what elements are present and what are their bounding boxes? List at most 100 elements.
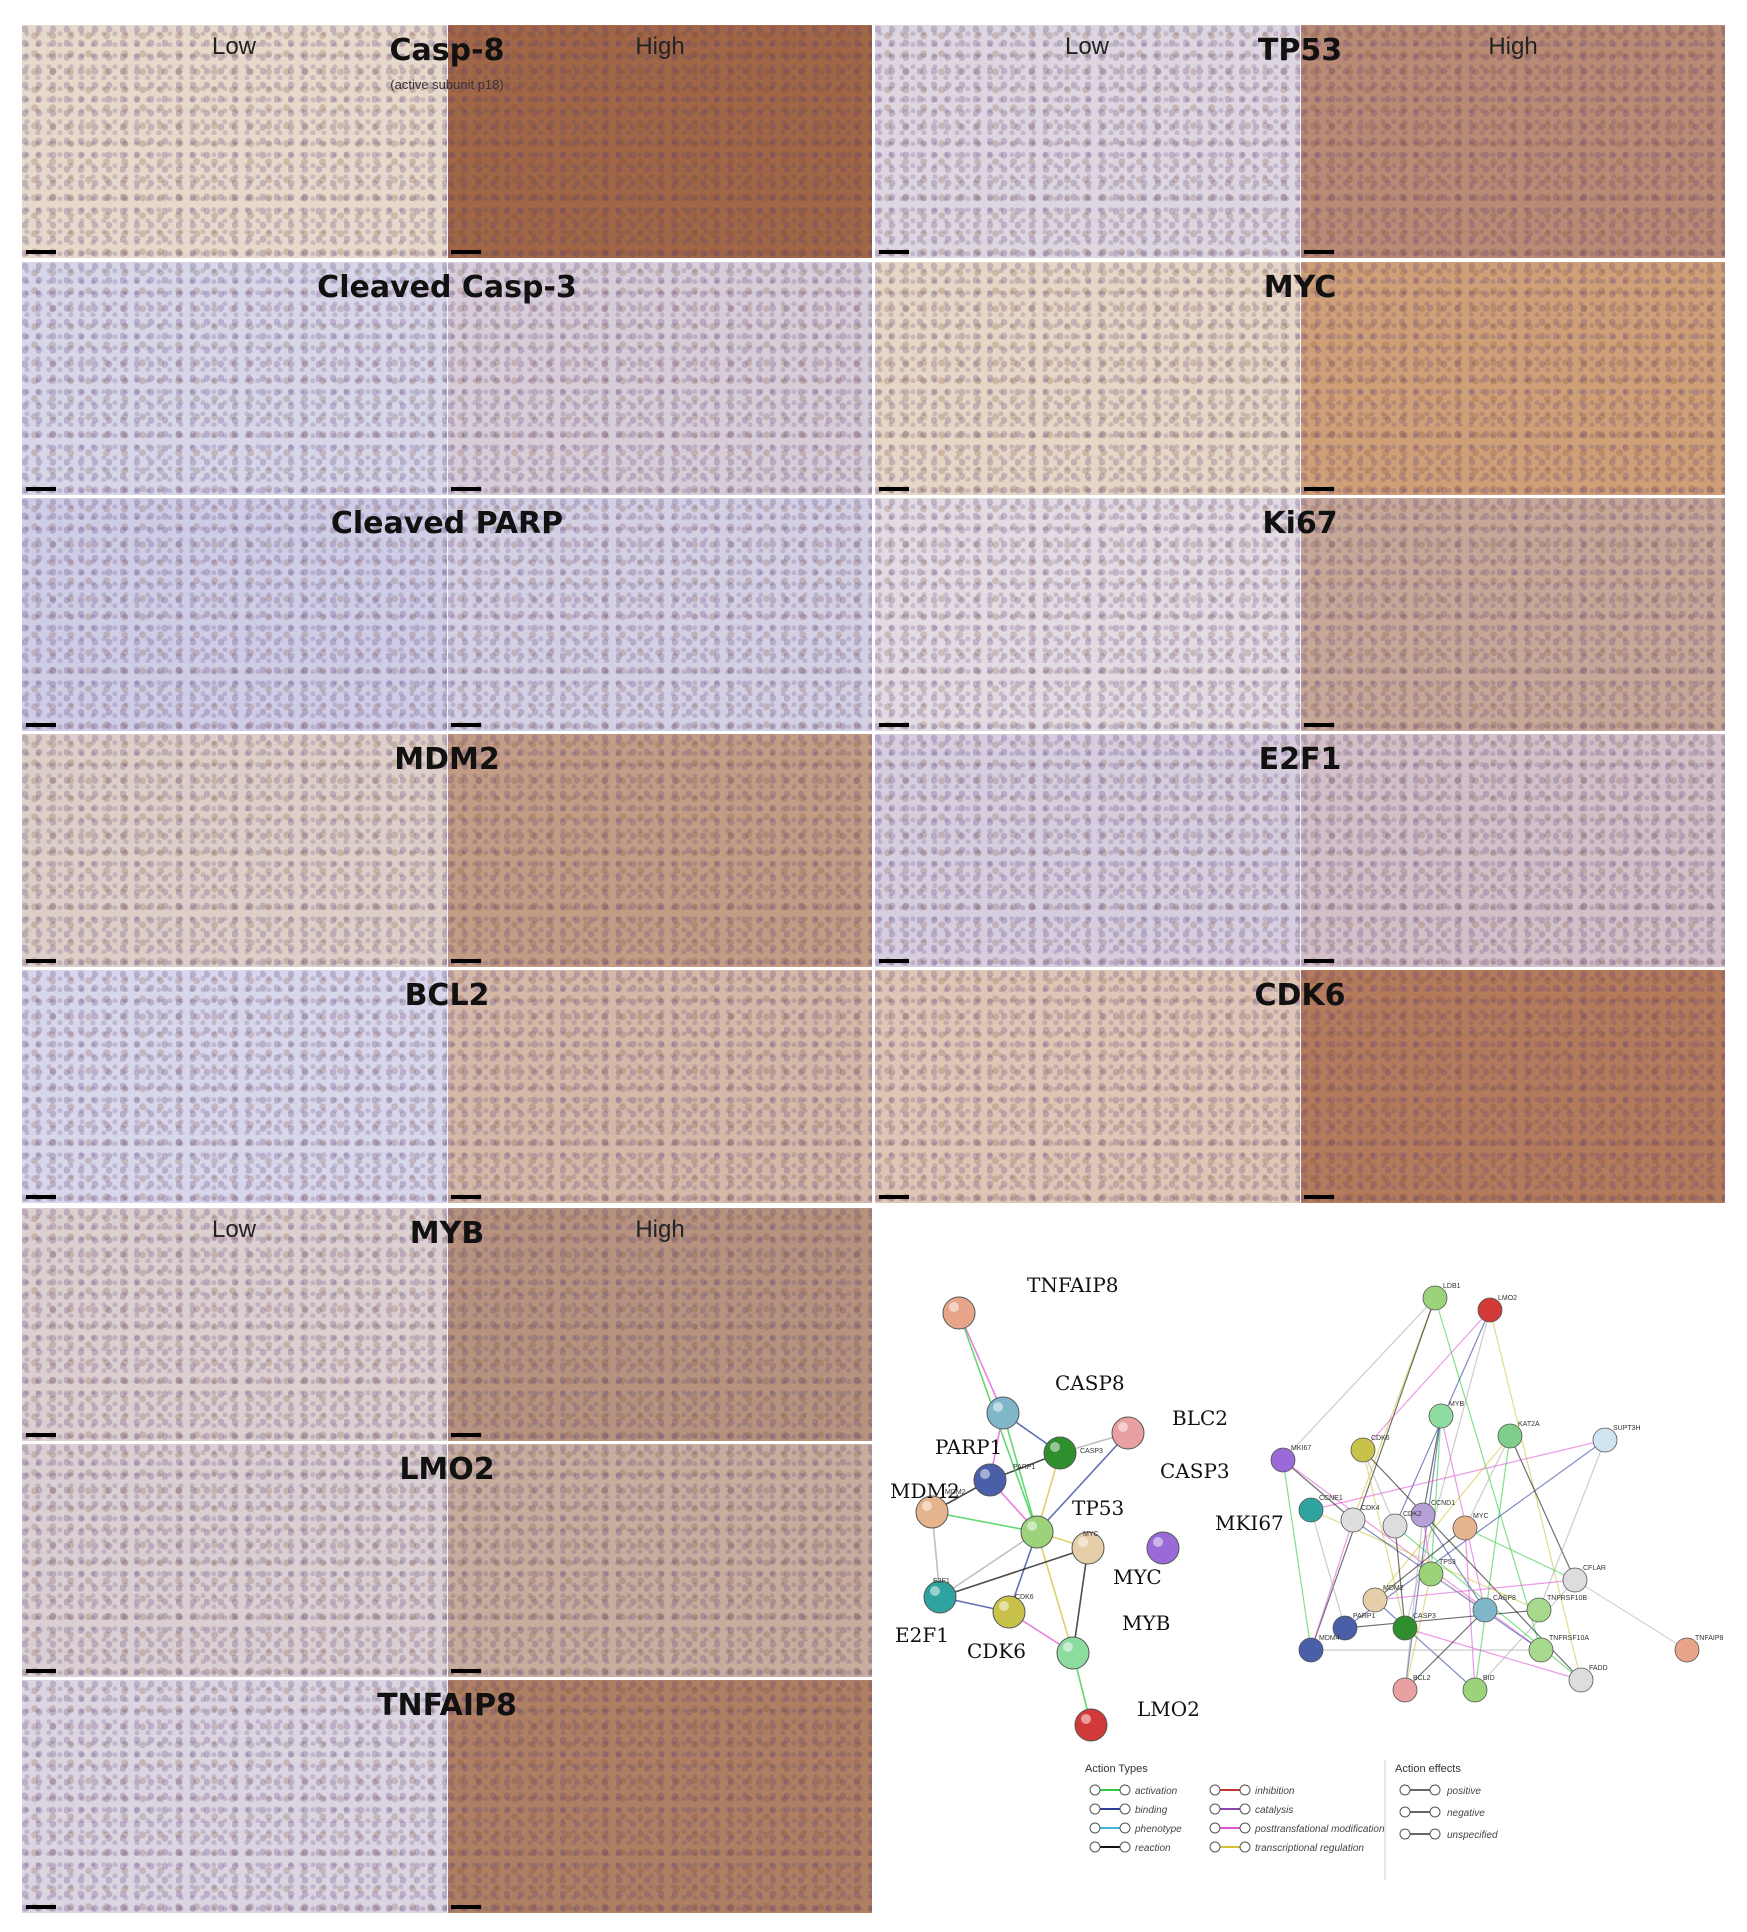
scale-bar — [451, 1905, 481, 1909]
node-ccnd1 — [1410, 1502, 1436, 1528]
low-label: Low — [1064, 33, 1110, 60]
node-label: BLC2 — [1172, 1406, 1228, 1430]
ihc-image-high — [1300, 734, 1725, 967]
scale-bar — [879, 487, 909, 491]
network-edge — [1310, 1519, 1354, 1651]
node-small-label: KAT2A — [1518, 1421, 1540, 1428]
legend-type-label: catalysis — [1255, 1805, 1293, 1816]
network-edge — [1374, 1527, 1466, 1601]
scale-bar — [26, 487, 56, 491]
ihc-image-high — [447, 25, 872, 258]
node-highlight — [1078, 1537, 1088, 1547]
marker-label: Cleaved PARP — [330, 506, 564, 541]
node-tnfaip8 — [942, 1296, 976, 1330]
network-svg: TNFAIP8 CASP8 BLC2 PARP1 CASP3 MDM2 TP53 MYC MKI… — [890, 1273, 1724, 1880]
node-tp53 — [1418, 1561, 1444, 1587]
node-ldb1 — [1422, 1285, 1448, 1311]
node-label: E2F1 — [895, 1623, 949, 1647]
network-edge — [1440, 1415, 1486, 1611]
low-label: Low — [211, 33, 257, 60]
node-small-label: PARP1 — [1353, 1613, 1376, 1620]
network-edge — [1574, 1579, 1688, 1651]
ihc-image-low — [875, 734, 1300, 967]
node-highlight — [1153, 1537, 1163, 1547]
node-lmo2 — [1477, 1297, 1503, 1323]
legend-type-label: phenotype — [1134, 1824, 1182, 1835]
network-edge — [1404, 1514, 1424, 1691]
scale-bar — [879, 723, 909, 727]
node-supt3h — [1592, 1427, 1618, 1453]
node-ccne1 — [1298, 1497, 1324, 1523]
marker-label: Casp-8 — [389, 33, 505, 68]
ihc-image-low — [22, 1444, 447, 1677]
node-small-label: MYB — [1449, 1401, 1465, 1408]
node-small-label: MDM2 — [945, 1489, 966, 1496]
node-highlight — [1050, 1442, 1060, 1452]
network-edge — [1374, 1599, 1476, 1691]
marker-label: MDM2 — [394, 742, 500, 777]
node-highlight — [1081, 1714, 1091, 1724]
node-small-label: TNFAIP8 — [1695, 1635, 1724, 1642]
node-small-label: FADD — [1589, 1665, 1608, 1672]
ihc-panel-tp53: TP53 Low High — [875, 25, 1725, 258]
node-bid — [1462, 1677, 1488, 1703]
ihc-image-low — [875, 970, 1300, 1203]
network-edge — [1002, 1412, 1038, 1533]
ihc-panel-cleaved-parp: Cleaved PARP — [22, 498, 872, 731]
marker-label: LMO2 — [399, 1452, 495, 1487]
network-edge — [1036, 1432, 1129, 1533]
legend-effect-label: unspecified — [1447, 1830, 1498, 1841]
scale-bar — [26, 1669, 56, 1673]
network-edge — [1464, 1435, 1511, 1529]
legend-node — [1209, 1841, 1221, 1853]
ihc-image-low — [22, 734, 447, 967]
network-edge — [1404, 1627, 1582, 1681]
high-label: High — [635, 1216, 685, 1243]
scale-bar — [1304, 1195, 1334, 1199]
scale-bar — [26, 959, 56, 963]
network-edge — [1310, 1439, 1606, 1511]
node-myb — [1428, 1403, 1454, 1429]
ihc-panel-casp-8: Casp-8 Low High (active subunit p18) — [22, 25, 872, 258]
ihc-image-low — [875, 25, 1300, 258]
network-edge — [1474, 1579, 1576, 1691]
network-edge — [1474, 1435, 1511, 1691]
ihc-image-low — [22, 25, 447, 258]
node-label: CASP3 — [1160, 1459, 1230, 1483]
ihc-panel-ki67: Ki67 — [875, 498, 1725, 731]
network-edge — [1430, 1415, 1442, 1575]
ihc-image-low — [22, 1680, 447, 1913]
network-edge — [1489, 1309, 1582, 1681]
node-small-label: MKI67 — [1291, 1445, 1311, 1452]
node-small-label: TP53 — [1439, 1559, 1456, 1566]
node-small-label: BCL2 — [1413, 1675, 1431, 1682]
node-tnfaip8 — [1674, 1637, 1700, 1663]
ihc-image-high — [447, 1208, 872, 1441]
ihc-image-low — [22, 262, 447, 495]
legend-node — [1089, 1784, 1101, 1796]
node-small-label: CASP8 — [1493, 1595, 1516, 1602]
network-edge — [1422, 1415, 1442, 1516]
network-edge — [1434, 1297, 1542, 1651]
ihc-panel-lmo2: LMO2 — [22, 1444, 872, 1677]
node-label: MYC — [1113, 1565, 1162, 1589]
legend-node — [1209, 1822, 1221, 1834]
network-edge — [931, 1511, 1038, 1533]
network-edge — [1464, 1527, 1476, 1691]
legend-node — [1429, 1784, 1441, 1796]
node-cdk2 — [1382, 1513, 1408, 1539]
node-small-label: E2F1 — [933, 1578, 950, 1585]
node-small-label: SUPT3H — [1613, 1425, 1641, 1432]
scale-bar — [26, 723, 56, 727]
ihc-image-low — [22, 1208, 447, 1441]
legend-action-effects-title: Action effects — [1395, 1763, 1461, 1775]
node-highlight — [993, 1402, 1003, 1412]
node-label: LMO2 — [1137, 1697, 1200, 1721]
ihc-image-low — [22, 970, 447, 1203]
ihc-image-high — [447, 970, 872, 1203]
ihc-panel-tnfaip8: TNFAIP8 — [22, 1680, 872, 1913]
node-small-label: LDB1 — [1443, 1283, 1461, 1290]
node-highlight — [922, 1501, 932, 1511]
legend-type-label: activation — [1135, 1786, 1178, 1797]
node-highlight — [1063, 1642, 1073, 1652]
